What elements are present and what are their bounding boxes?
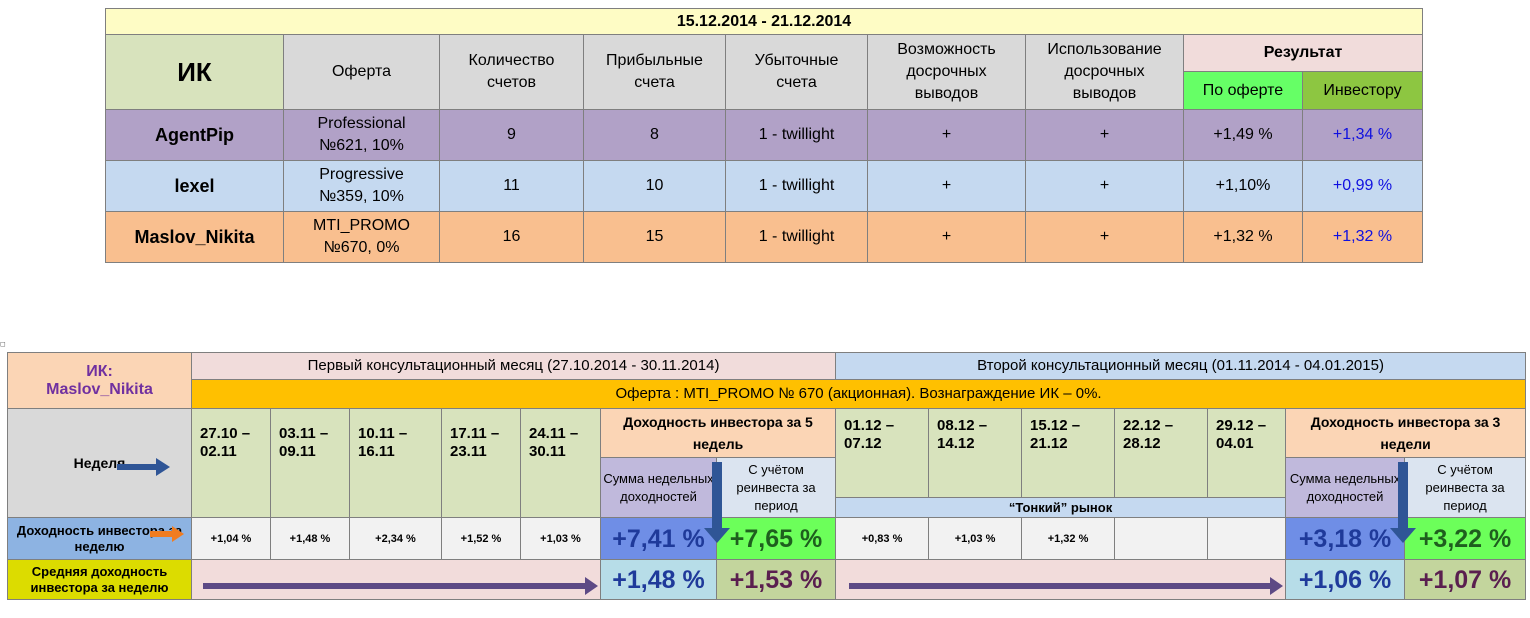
reinvest-value: +3,22 %	[1404, 517, 1527, 560]
table-row: lexel Progressive №359, 10% 11 10 1 - twi…	[105, 160, 1424, 212]
by-offer-value: +1,10%	[1183, 160, 1303, 212]
avg-arrow-cell-2	[835, 559, 1287, 600]
avg-yield-label: Средняя доходность инвестора за неделю	[7, 559, 192, 600]
early-used-value: +	[1025, 211, 1184, 263]
offer-banner: Оферта : MTI_PROMO № 670 (акционная). Во…	[190, 379, 1527, 409]
ik-name: Maslov_Nikita	[46, 380, 153, 398]
ik-label-cell: ИК: Maslov_Nikita	[7, 352, 192, 409]
week-label-cell: Неделя	[7, 408, 192, 518]
weekly-yield-value: +2,34 %	[349, 517, 442, 560]
date-range-header: 15.12.2014 - 21.12.2014	[104, 8, 1424, 35]
week-cell: 01.12 –07.12	[835, 408, 930, 498]
offer-name: Progressive	[319, 166, 404, 183]
header-losing: Убыточные счета	[725, 34, 868, 110]
week-label: Неделя	[73, 455, 126, 471]
week-cell: 10.11 –16.11	[349, 408, 442, 518]
weekly-summary-table: 15.12.2014 - 21.12.2014 ИК Оферта Количе…	[104, 8, 1424, 263]
early-used-value: +	[1025, 109, 1184, 161]
reinvest-value: +7,65 %	[715, 517, 837, 560]
losing-value: 1 - twillight	[725, 160, 868, 212]
sum-label: Сумма недельных доходностей	[1285, 457, 1406, 518]
profitable-value: 10	[583, 160, 726, 212]
profitable-value: 15	[583, 211, 726, 263]
offer-cell: Professional №621, 10%	[283, 109, 440, 161]
investor-value: +1,34 %	[1301, 109, 1424, 161]
table-anchor-marker: ◻	[0, 341, 6, 348]
reinvest-label: С учётом реинвеста за период	[715, 457, 837, 518]
losing-value: 1 - twillight	[725, 109, 868, 161]
weekly-yield-value: +1,32 %	[1021, 517, 1116, 560]
week-cell: 15.12 –21.12	[1021, 408, 1116, 498]
header-profitable: Прибыльные счета	[583, 34, 726, 110]
weekly-yield-value	[1114, 517, 1209, 560]
offer-cell: Progressive №359, 10%	[283, 160, 440, 212]
ik-name: AgentPip	[105, 109, 284, 161]
sum-value: +7,41 %	[600, 517, 717, 560]
ik-name: Maslov_Nikita	[105, 211, 284, 263]
header-accounts: Количество счетов	[439, 34, 584, 110]
offer-number: №359, 10%	[319, 188, 404, 205]
weekly-yield-value: +1,03 %	[928, 517, 1023, 560]
weekly-yield-value	[1207, 517, 1287, 560]
losing-value: 1 - twillight	[725, 211, 868, 263]
header-by-offer: По оферте	[1183, 71, 1303, 110]
profitable-value: 8	[583, 109, 726, 161]
accounts-value: 11	[439, 160, 584, 212]
header-early-possible: Возможность досрочных выводов	[867, 34, 1026, 110]
avg-sum-value: +1,48 %	[600, 559, 717, 600]
weekly-yield-value: +0,83 %	[835, 517, 930, 560]
offer-name: MTI_PROMO	[313, 217, 410, 234]
by-offer-value: +1,49 %	[1183, 109, 1303, 161]
week-cell: 27.10 –02.11	[191, 408, 271, 518]
yield5-title: Доходность инвестора за 5 недель	[599, 408, 837, 458]
table-row: AgentPip Professional №621, 10% 9 8 1 - t…	[105, 109, 1424, 161]
ik-name: lexel	[105, 160, 284, 212]
header-early-used: Использование досрочных выводов	[1025, 34, 1184, 110]
offer-name: Professional	[317, 115, 406, 132]
table-row: Maslov_Nikita MTI_PROMO №670, 0% 16 15 1 …	[105, 211, 1424, 263]
header-investor: Инвестору	[1301, 71, 1424, 110]
header-result: Результат	[1182, 34, 1424, 72]
week-cell: 08.12 –14.12	[928, 408, 1023, 498]
offer-number: №670, 0%	[323, 239, 400, 256]
weekly-yield-label: Доходность инвестора за неделю	[7, 517, 192, 560]
weekly-yield-value: +1,04 %	[191, 517, 271, 560]
consulting-months-table: ИК: Maslov_Nikita Первый консультационны…	[7, 352, 1527, 600]
early-possible-value: +	[867, 109, 1026, 161]
accounts-value: 9	[439, 109, 584, 161]
header-offer: Оферта	[283, 34, 440, 110]
offer-number: №621, 10%	[319, 137, 404, 154]
avg-arrow-cell-1	[191, 559, 601, 600]
sum-label: Сумма недельных доходностей	[600, 457, 717, 518]
month2-header: Второй консультационный месяц (01.11.201…	[835, 352, 1527, 380]
avg-reinvest-value: +1,53 %	[715, 559, 837, 600]
header-ik: ИК	[105, 34, 284, 110]
offer-cell: MTI_PROMO №670, 0%	[283, 211, 440, 263]
early-possible-value: +	[867, 211, 1026, 263]
early-used-value: +	[1025, 160, 1184, 212]
avg-reinvest-value: +1,07 %	[1404, 559, 1527, 600]
reinvest-label: С учётом реинвеста за период	[1404, 457, 1527, 518]
ik-label: ИК:	[86, 362, 113, 380]
week-cell: 29.12 –04.01	[1207, 408, 1287, 498]
investor-value: +0,99 %	[1301, 160, 1424, 212]
weekly-yield-value: +1,03 %	[520, 517, 601, 560]
yield3-title: Доходность инвестора за 3 недели	[1285, 408, 1527, 458]
weekly-yield-value: +1,48 %	[270, 517, 350, 560]
thin-market-note: “Тонкий” рынок	[835, 497, 1287, 518]
week-cell: 17.11 –23.11	[441, 408, 521, 518]
week-cell: 24.11 –30.11	[520, 408, 601, 518]
sum-value: +3,18 %	[1285, 517, 1406, 560]
month1-header: Первый консультационный месяц (27.10.201…	[190, 352, 837, 380]
early-possible-value: +	[867, 160, 1026, 212]
accounts-value: 16	[439, 211, 584, 263]
investor-value: +1,32 %	[1301, 211, 1424, 263]
by-offer-value: +1,32 %	[1183, 211, 1303, 263]
weekly-yield-value: +1,52 %	[441, 517, 521, 560]
avg-sum-value: +1,06 %	[1285, 559, 1406, 600]
week-cell: 22.12 –28.12	[1114, 408, 1209, 498]
week-cell: 03.11 –09.11	[270, 408, 350, 518]
